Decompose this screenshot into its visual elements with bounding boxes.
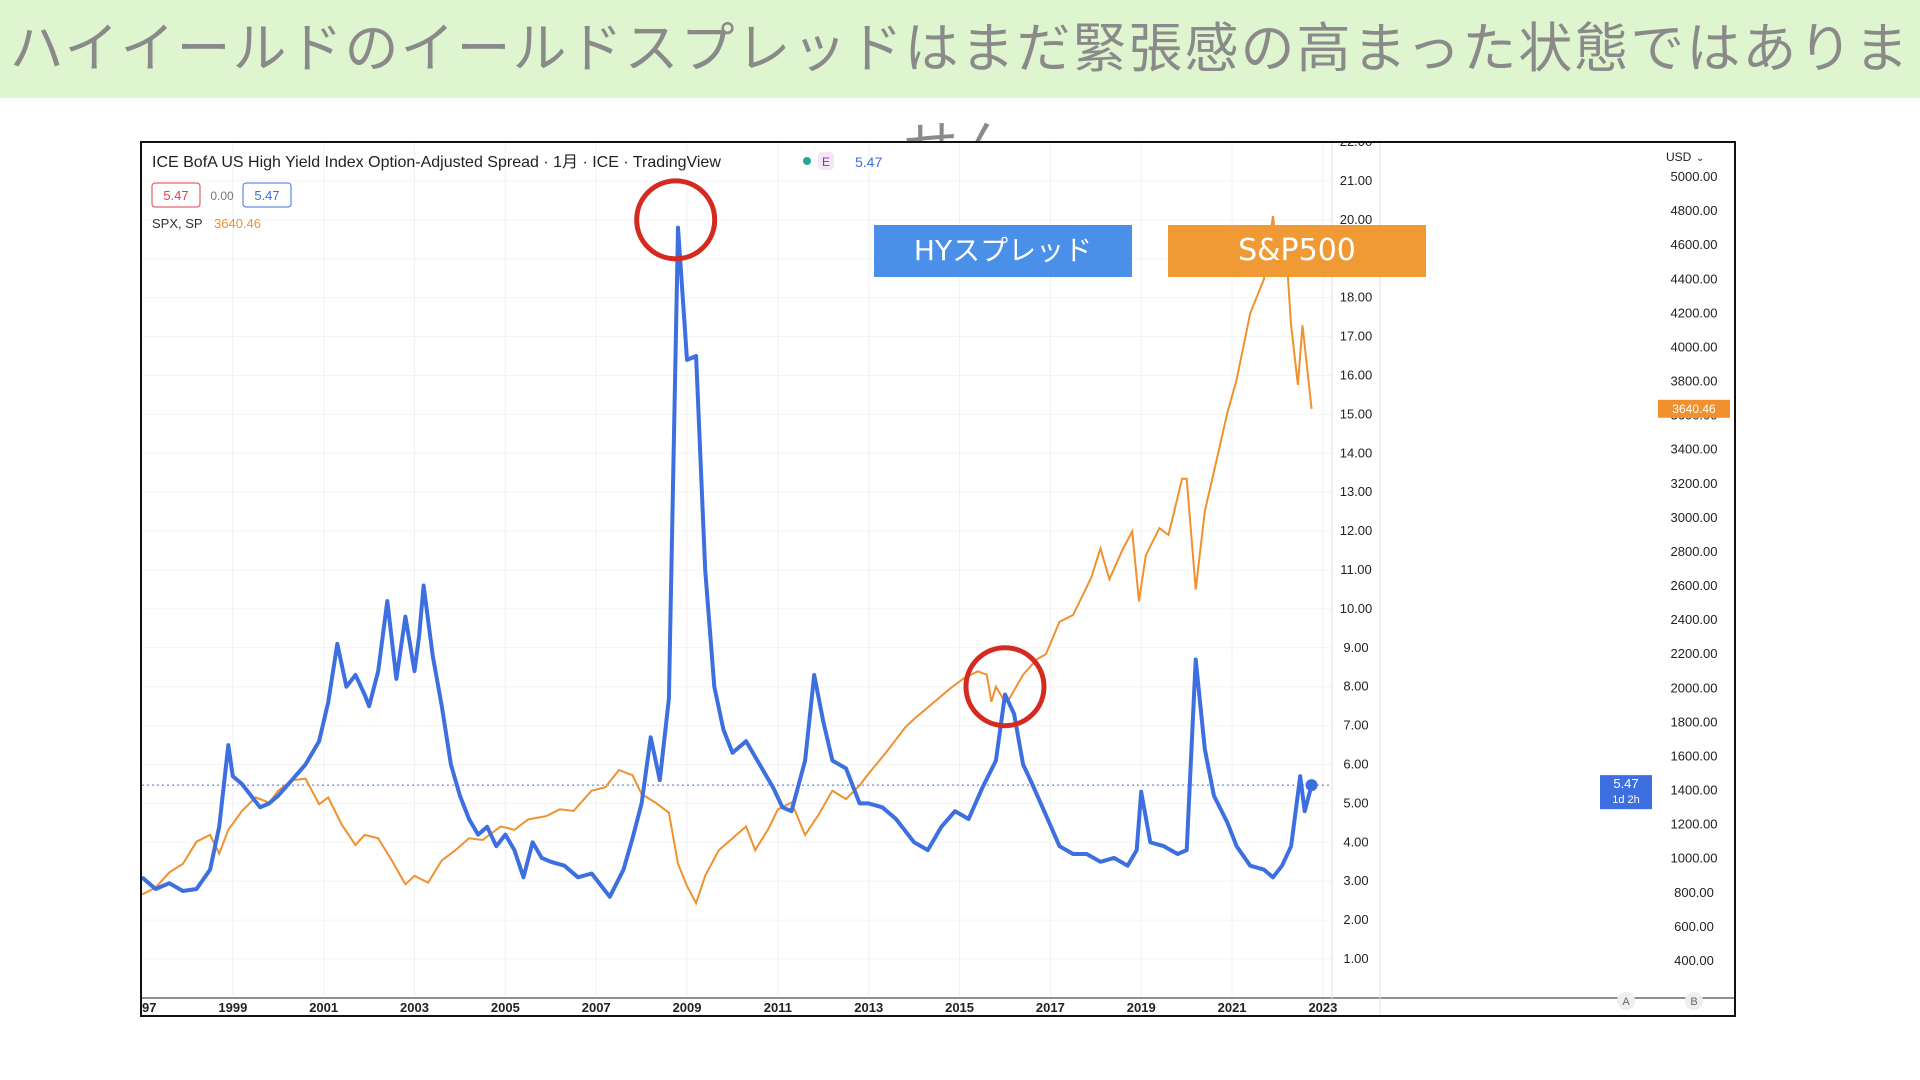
highlight-circle (963, 645, 1047, 729)
y-right-tick-label: 1400.00 (1671, 783, 1718, 798)
sp-callout-label: S&P500 (1238, 233, 1356, 268)
scale-a-button[interactable]: A (1622, 996, 1630, 1008)
currency-selector[interactable]: USD (1666, 150, 1692, 164)
y-left-tick-label: 3.00 (1343, 873, 1368, 888)
y-left-tick-label: 1.00 (1343, 951, 1368, 966)
y-right-tick-label: 600.00 (1674, 919, 1714, 934)
x-tick-label: 1999 (218, 1000, 247, 1015)
y-right-tick-label: 1600.00 (1671, 748, 1718, 763)
sp-last-value-tag (1658, 399, 1730, 418)
y-right-tick-label: 4200.00 (1671, 305, 1718, 320)
y-right-tick-label: 1200.00 (1671, 817, 1718, 832)
y-left-tick-label: 14.00 (1340, 445, 1373, 460)
y-left-tick-label: 16.00 (1340, 367, 1373, 382)
x-tick-label: 2017 (1036, 1000, 1065, 1015)
y-right-tick-label: 800.00 (1674, 885, 1714, 900)
y-right-tick-label: 3400.00 (1671, 442, 1718, 457)
y-right-tick-label: 2000.00 (1671, 680, 1718, 695)
hy-spread-line (142, 225, 1314, 899)
y-right-tick-label: 1800.00 (1671, 714, 1718, 729)
x-tick-label: 2007 (582, 1000, 611, 1015)
y-left-tick-label: 10.00 (1340, 601, 1373, 616)
y-right-tick-label: 400.00 (1674, 953, 1714, 968)
y-left-tick-label: 9.00 (1343, 640, 1368, 655)
y-right-tick-label: 5000.00 (1671, 169, 1718, 184)
hy-callout-label: HYスプレッド (914, 234, 1092, 267)
x-tick-label: 2019 (1127, 1000, 1156, 1015)
y-right-tick-label: 1000.00 (1671, 851, 1718, 866)
x-tick-label: 2009 (673, 1000, 702, 1015)
hy-last-value-countdown: 1d 2h (1612, 794, 1640, 806)
status-dot-icon (803, 157, 811, 165)
sp500-line (142, 216, 1313, 906)
scale-b-button-bg[interactable] (1685, 992, 1703, 1010)
y-right-tick-label: 4800.00 (1671, 203, 1718, 218)
y-left-tick-label: 20.00 (1340, 212, 1373, 227)
y-right-tick-label: 4600.00 (1671, 237, 1718, 252)
spx-legend-value: 3640.46 (214, 216, 261, 231)
y-left-tick-label: 21.00 (1340, 173, 1373, 188)
header-hy-value: 5.47 (855, 154, 882, 170)
y-left-tick-label: 17.00 (1340, 329, 1373, 344)
x-tick-label: 2005 (491, 1000, 520, 1015)
x-tick-label: 1997 (142, 1000, 156, 1015)
ohlc-open-box (151, 182, 201, 208)
y-right-tick-label: 4000.00 (1671, 339, 1718, 354)
x-tick-label: 2013 (854, 1000, 883, 1015)
y-right-tick-label: 3800.00 (1671, 374, 1718, 389)
ohlc-open: 5.47 (163, 188, 188, 203)
badge-bg (818, 152, 834, 170)
x-tick-label: 2021 (1218, 1000, 1247, 1015)
spx-legend-label: SPX, SP (152, 216, 203, 231)
x-tick-label: 2023 (1308, 1000, 1337, 1015)
slide-title: ハイイールドのイールドスプレッドはまだ緊張感の高まった状態ではありません (9, 17, 1911, 178)
y-right-tick-label: 3200.00 (1671, 476, 1718, 491)
hy-callout-box (874, 225, 1132, 277)
y-left-tick-label: 6.00 (1343, 757, 1368, 772)
highlight-circle (634, 178, 718, 262)
hy-last-value-tag (1600, 775, 1652, 810)
y-left-tick-label: 7.00 (1343, 718, 1368, 733)
ohlc-close-box (242, 182, 292, 208)
chevron-down-icon[interactable]: ⌄ (1696, 153, 1704, 164)
chart-header-title: ICE BofA US High Yield Index Option-Adju… (152, 154, 721, 171)
sp-callout-box (1168, 225, 1426, 277)
y-right-tick-label: 3000.00 (1671, 510, 1718, 525)
title-banner: ハイイールドのイールドスプレッドはまだ緊張感の高まった状態ではありません (0, 0, 1920, 178)
y-right-tick-label: 2400.00 (1671, 612, 1718, 627)
chart-frame: 1997 1999 2001 2003 2005 2007 2009 2011 2013 2015… (140, 141, 1736, 1017)
y-left-tick-label: 4.00 (1343, 834, 1368, 849)
chart-canvas[interactable]: 1997 1999 2001 2003 2005 2007 2009 2011 2013 2015… (142, 143, 1734, 1015)
y-right-tick-label: 2800.00 (1671, 544, 1718, 559)
y-right-tick-label: 2600.00 (1671, 578, 1718, 593)
ohlc-close: 5.47 (254, 188, 279, 203)
sp-last-value: 3640.46 (1672, 402, 1716, 416)
y-right-tick-label: 4400.00 (1671, 271, 1718, 286)
y-left-tick-label: 5.00 (1343, 795, 1368, 810)
scale-a-button-bg[interactable] (1617, 992, 1635, 1010)
y-left-tick-label: 11.00 (1340, 562, 1372, 577)
y-left-tick-label: 22.00 (1340, 143, 1373, 149)
y-left-tick-label: 13.00 (1340, 484, 1373, 499)
x-tick-label: 2003 (400, 1000, 429, 1015)
hy-last-point-dot (1305, 779, 1318, 792)
ohlc-change: 0.00 (210, 189, 234, 203)
x-tick-label: 2001 (309, 1000, 338, 1015)
y-right-tick-label: 2200.00 (1671, 646, 1718, 661)
y-left-tick-label: 18.00 (1340, 290, 1373, 305)
x-tick-label: 2011 (764, 1000, 792, 1015)
y-left-tick-label: 2.00 (1343, 912, 1368, 927)
y-left-tick-label: 8.00 (1343, 679, 1368, 694)
y-left-tick-label: 12.00 (1340, 523, 1373, 538)
hy-last-value: 5.47 (1613, 776, 1638, 791)
scale-b-button[interactable]: B (1690, 996, 1697, 1008)
x-tick-label: 2015 (945, 1000, 974, 1015)
y-left-tick-label: 15.00 (1340, 406, 1373, 421)
exchange-badge[interactable]: E (822, 155, 830, 169)
